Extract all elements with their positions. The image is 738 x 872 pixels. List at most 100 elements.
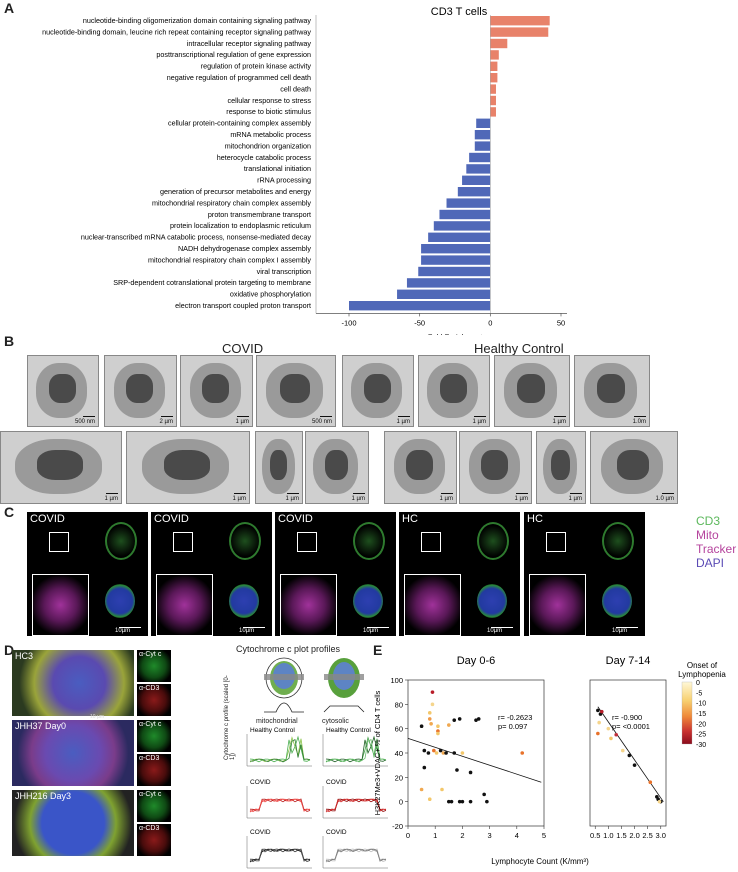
em-scale-bar (237, 416, 249, 417)
em-covid-title: COVID (222, 341, 264, 356)
em-micrograph: 1 µm (126, 431, 250, 504)
legend-dapi: DAPI (696, 556, 725, 570)
category-label: response to biotic stimulus (226, 107, 311, 116)
zoom-inset (529, 574, 586, 636)
data-point (648, 780, 653, 784)
em-scale-bar (320, 416, 332, 417)
em-scale-label: 1 µm (472, 419, 486, 425)
bar (474, 141, 491, 151)
bar (490, 16, 550, 26)
data-point (427, 711, 432, 715)
panel-label-a: A (4, 0, 15, 16)
category-label: electron transport coupled proton transp… (175, 301, 311, 310)
bar (490, 84, 496, 94)
em-nucleus (269, 449, 288, 480)
category-label: nucleotide-binding oligomerization domai… (83, 16, 312, 25)
merge-image: JHH37 Day0 (12, 720, 134, 786)
sample-label: JHH216 Day3 (15, 791, 72, 801)
zoom-box (297, 532, 317, 552)
em-nucleus (406, 449, 434, 480)
data-point (430, 690, 435, 694)
colorbar-tick: -30 (696, 742, 706, 749)
merge-channel (229, 584, 259, 618)
legend-mito: Mito (696, 528, 719, 542)
bar (418, 266, 491, 277)
profile-title: COVID (250, 779, 271, 786)
fluor-scale-bar (367, 627, 389, 628)
zoom-inset (404, 574, 461, 636)
data-point (447, 799, 451, 804)
data-point (627, 753, 632, 758)
data-point (474, 718, 478, 722)
category-label: negative regulation of programmed cell d… (167, 73, 311, 82)
cyt-c-image: α-Cyt c (137, 720, 171, 752)
category-label: intracellular receptor signaling pathway (187, 39, 312, 48)
em-hc-title: Healthy Control (474, 341, 564, 356)
em-scale-bar (83, 416, 95, 417)
bar (433, 221, 491, 231)
plot-frame (589, 679, 667, 827)
fluor-scale-bar (491, 627, 513, 628)
em-scale-bar (234, 493, 246, 494)
cd3-label: α-CD3 (139, 685, 160, 692)
x-tick-label: 1.5 (616, 831, 626, 840)
profile-line (249, 798, 311, 813)
em-nucleus (280, 373, 311, 403)
data-point (426, 751, 431, 755)
bar (457, 187, 491, 197)
bar (397, 289, 491, 299)
sample-label: JHH37 Day0 (15, 721, 67, 731)
category-label: viral transcription (257, 267, 311, 276)
merge-channel (477, 584, 507, 618)
zoom-box (546, 532, 566, 552)
em-scale-label: 1 µm (552, 419, 566, 425)
data-point (419, 724, 424, 729)
merge-channel (353, 584, 383, 618)
colorbar-tick: 0 (696, 680, 700, 687)
data-point (460, 799, 465, 804)
bar (406, 278, 491, 288)
profile-title: COVID (326, 779, 347, 786)
data-point (632, 763, 637, 767)
data-point (427, 797, 432, 802)
category-label: posttranscriptional regulation of gene e… (156, 50, 311, 59)
data-point (455, 768, 459, 772)
data-point (427, 717, 432, 721)
x-tick-label: 3 (488, 831, 492, 840)
cd3-channel (477, 522, 509, 560)
category-label: mitochondrial respiratory chain complex … (148, 255, 311, 264)
cyt-c-image: α-Cyt c (137, 790, 171, 822)
em-scale-bar (353, 493, 365, 494)
bar (490, 107, 496, 117)
data-point (452, 751, 457, 755)
em-scale-label: 1 µm (439, 496, 453, 502)
data-point (419, 787, 424, 792)
em-scale-bar (287, 493, 299, 494)
data-point (614, 732, 619, 737)
category-label: mitochondrial respiratory chain complex … (152, 198, 311, 207)
data-point (485, 799, 489, 804)
fluor-legend: CD3 Mito Tracker DAPI (696, 514, 736, 570)
x-tick-label: -50 (414, 318, 425, 327)
zoom-inset (156, 574, 213, 636)
em-scale-bar (161, 416, 173, 417)
em-scale-label: 1 µm (232, 496, 246, 502)
data-point (468, 770, 473, 775)
bar (476, 118, 491, 128)
em-micrograph: 500 nm (256, 355, 336, 427)
y-tick-label: 0 (399, 798, 403, 807)
em-scale-label: 500 nm (311, 419, 332, 425)
fluor-panel-label: COVID (30, 513, 65, 525)
bar (490, 61, 498, 71)
category-label: nucleotide-binding domain, leucine rich … (42, 27, 311, 36)
data-point (457, 799, 462, 804)
y-tick-label: 40 (395, 749, 403, 758)
bar (469, 152, 491, 163)
em-scale-label: 1.0 µm (655, 496, 674, 502)
category-label: nuclear-transcribed mRNA catabolic proce… (81, 233, 312, 242)
em-scale-label: 1 µm (568, 496, 582, 502)
fluor-panel-label: COVID (278, 513, 313, 525)
go-enrichment-bar-chart: CD3 T cells nucleotide-binding oligomeriz… (42, 6, 567, 335)
fluor-panel: HC 10µm (524, 512, 645, 636)
fluor-scale-label: 10µm (487, 628, 503, 634)
